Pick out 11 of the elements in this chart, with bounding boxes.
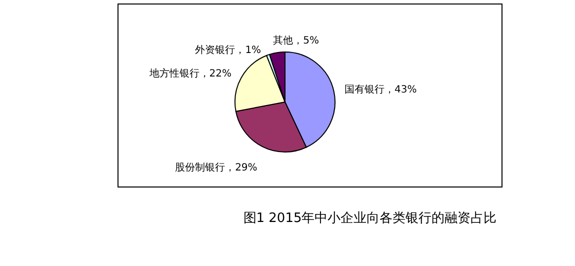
slice-label: 股份制银行	[175, 161, 226, 174]
slice-label: 国有银行	[344, 84, 385, 96]
data-label: ，43%	[384, 84, 417, 96]
data-label: ，1%	[235, 44, 262, 56]
data-label: ，29%	[225, 162, 258, 174]
data-label: ，22%	[199, 68, 232, 80]
text: 图1 2015年中小企业向各类银行的融资占比	[243, 211, 497, 226]
data-label: ，5%	[293, 36, 320, 47]
slice-label: 外资银行	[195, 44, 236, 56]
slice-label: 其他	[273, 34, 294, 47]
slice-label: 地方性银行	[148, 68, 200, 80]
